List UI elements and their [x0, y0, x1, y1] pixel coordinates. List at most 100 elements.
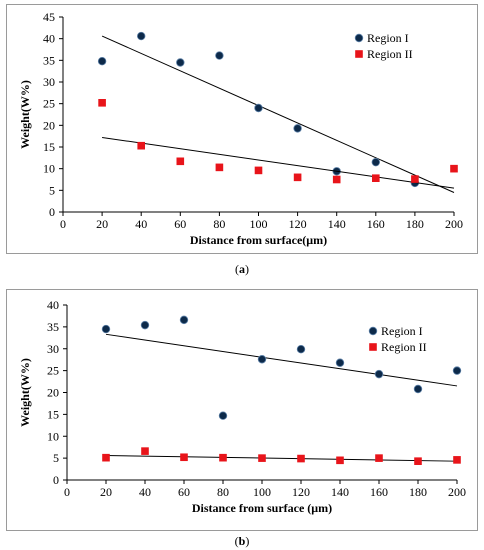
x-tick-label: 60: [178, 485, 190, 499]
y-tick-label: 25: [47, 364, 59, 378]
data-point-region-ii: [219, 453, 227, 462]
x-tick-label: 40: [139, 485, 151, 499]
x-tick-label: 140: [328, 217, 346, 231]
legend-label-region-i: Region I: [367, 31, 409, 45]
data-point-region-ii: [336, 456, 344, 465]
y-axis-label: Weight(W%): [18, 358, 32, 427]
x-tick-label: 60: [174, 217, 186, 231]
data-point-region-i: [176, 58, 185, 67]
x-tick-label: 160: [370, 485, 388, 499]
y-tick-label: 10: [47, 429, 59, 443]
legend-label-region-ii: Region II: [381, 340, 427, 354]
chart-panel-b: 0 5 10 15 20 25 30 35 40 0 20 40 60 80 100 120 140 160 180…: [6, 289, 478, 531]
x-tick-label: 180: [406, 217, 424, 231]
x-tick-label: 0: [60, 217, 66, 231]
data-point-region-i: [140, 320, 150, 330]
x-tick-label: 80: [217, 485, 229, 499]
y-tick-label: 5: [53, 451, 59, 465]
y-tick-label: 40: [47, 298, 59, 312]
chart-b-svg: 0 5 10 15 20 25 30 35 40 0 20 40 60 80 100 120 140 160 180…: [18, 298, 466, 515]
x-tick-label: 80: [213, 217, 225, 231]
legend-marker-region-i: [354, 33, 364, 43]
chart-panel-a: 0 5 10 15 20 25 30 35 40 45 0 20 40 60 80 100 120 140 160 1…: [6, 4, 478, 254]
y-axis-label: Weight(W%): [18, 80, 32, 149]
data-point-region-ii: [450, 164, 458, 173]
data-point-region-ii: [215, 163, 224, 172]
data-point-region-i: [97, 57, 107, 66]
data-point-region-ii: [332, 175, 341, 184]
data-point-region-i: [452, 366, 462, 375]
caption-a: (a): [235, 262, 249, 276]
legend-label-region-ii: Region II: [367, 47, 413, 61]
caption-b: (b): [234, 534, 250, 548]
y-tick-label: 20: [47, 386, 59, 400]
chart-a-svg: 0 5 10 15 20 25 30 35 40 45 0 20 40 60 80 100 120 140 160 1…: [18, 10, 463, 247]
legend-label-region-i: Region I: [381, 324, 423, 338]
data-point-region-ii: [258, 454, 266, 462]
legend-marker-region-ii: [369, 343, 377, 351]
x-tick-label: 20: [96, 217, 108, 231]
data-point-region-i: [215, 51, 224, 60]
y-tick-label: 30: [47, 342, 59, 356]
x-tick-label: 160: [367, 217, 385, 231]
x-tick-label: 180: [409, 485, 427, 499]
x-tick-label: 40: [135, 217, 147, 231]
data-point-region-i: [179, 315, 189, 325]
data-point-region-ii: [176, 157, 185, 166]
data-point-region-ii: [141, 447, 149, 455]
x-tick-label: 20: [100, 485, 112, 499]
data-point-region-i: [136, 31, 146, 41]
y-tick-label: 40: [43, 32, 55, 46]
data-point-region-ii: [297, 454, 305, 463]
data-point-region-ii: [98, 99, 106, 107]
data-point-region-i: [101, 324, 111, 334]
y-tick-label: 15: [43, 140, 55, 154]
y-tick-label: 10: [43, 162, 55, 176]
legend-marker-region-ii: [355, 50, 363, 58]
y-tick-label: 0: [49, 205, 55, 219]
x-tick-label: 100: [253, 485, 271, 499]
caption-b-letter: b: [238, 534, 246, 548]
data-point-region-i: [413, 384, 423, 394]
data-point-region-i: [293, 124, 302, 133]
x-tick-label: 100: [250, 217, 268, 231]
trendline-region-ii: [105, 455, 458, 462]
x-tick-label: 200: [445, 217, 463, 231]
y-tick-label: 20: [43, 118, 55, 132]
data-point-region-ii: [180, 453, 188, 462]
data-point-region-ii: [411, 175, 419, 183]
x-tick-label: 0: [64, 485, 70, 499]
x-axis-label: Distance from surface (μm): [192, 501, 332, 515]
y-tick-label: 0: [53, 473, 59, 487]
data-point-region-ii: [102, 453, 110, 462]
y-tick-label: 35: [47, 320, 59, 334]
data-point-region-ii: [453, 456, 461, 464]
x-tick-label: 120: [289, 217, 307, 231]
data-point-region-ii: [375, 454, 383, 462]
x-axis-label: Distance from surface(μm): [190, 233, 327, 247]
data-point-region-ii: [414, 457, 422, 465]
data-point-region-i: [335, 358, 345, 367]
data-point-region-ii: [293, 173, 302, 182]
y-tick-label: 15: [47, 407, 59, 421]
trendline-region-ii: [102, 136, 455, 189]
data-point-region-i: [254, 103, 263, 113]
caption-a-letter: a: [239, 262, 245, 276]
trendline-region-i: [105, 333, 458, 387]
data-point-region-i: [218, 411, 228, 420]
data-point-region-i: [374, 369, 384, 379]
y-tick-label: 5: [49, 183, 55, 197]
y-tick-label: 45: [43, 10, 55, 24]
y-tick-label: 25: [43, 97, 55, 111]
data-point-region-i: [371, 157, 380, 167]
data-point-region-ii: [137, 141, 145, 150]
data-point-region-i: [296, 344, 306, 354]
x-tick-label: 140: [331, 485, 349, 499]
x-tick-label: 120: [292, 485, 310, 499]
data-point-region-ii: [254, 166, 263, 175]
data-point-region-ii: [372, 174, 380, 182]
trendline-region-i: [101, 35, 455, 193]
y-tick-label: 30: [43, 75, 55, 89]
x-tick-label: 200: [448, 485, 466, 499]
data-point-region-i: [257, 355, 267, 364]
